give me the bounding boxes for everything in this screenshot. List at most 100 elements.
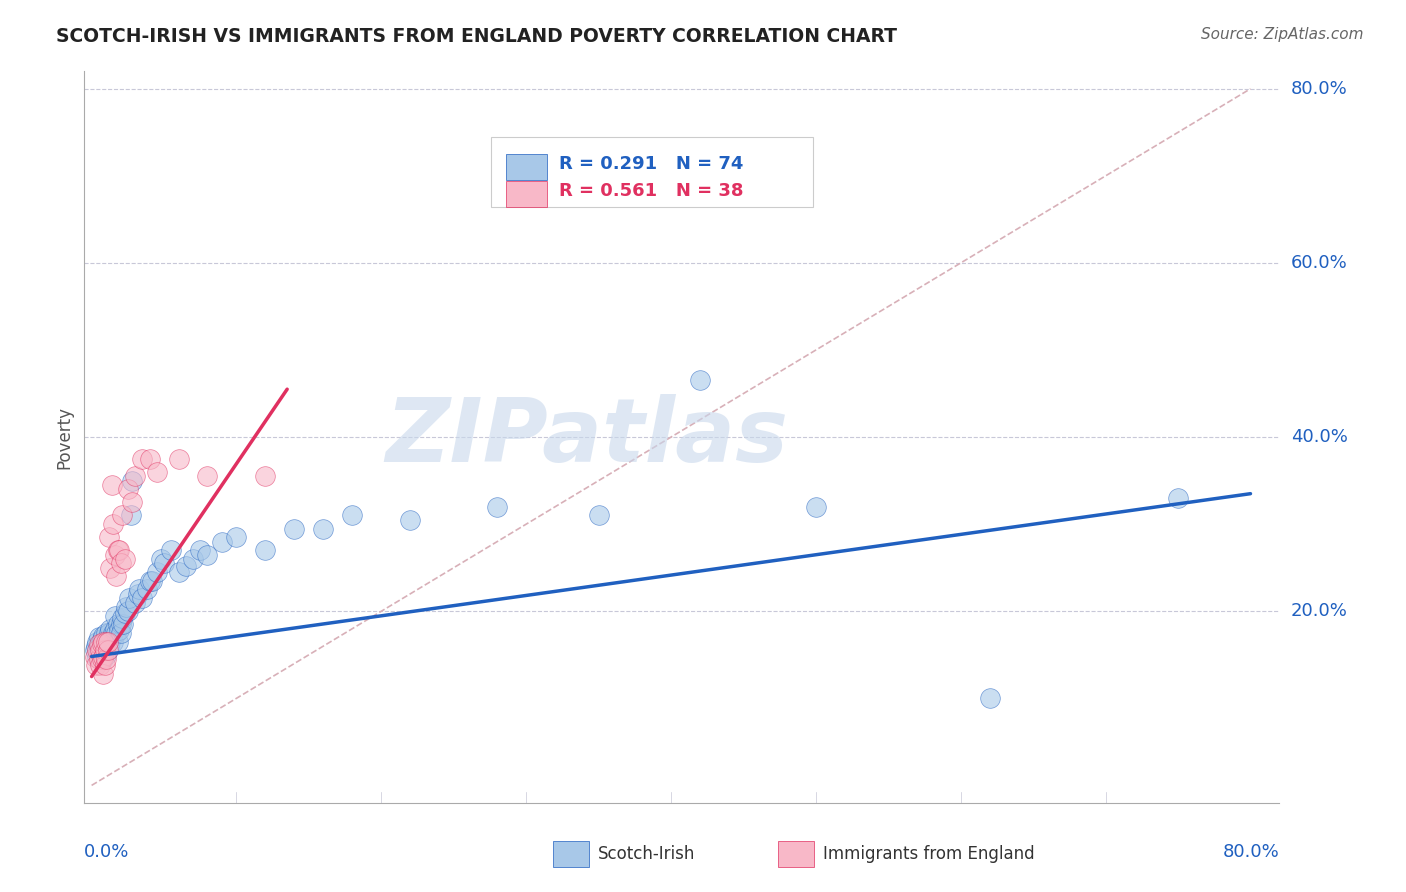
Text: Source: ZipAtlas.com: Source: ZipAtlas.com xyxy=(1201,27,1364,42)
Point xyxy=(107,617,129,632)
Point xyxy=(121,495,143,509)
Point xyxy=(342,508,364,523)
Point xyxy=(98,639,121,653)
Point xyxy=(96,634,118,648)
Point xyxy=(91,639,114,653)
Point xyxy=(111,611,134,625)
Text: R = 0.291   N = 74: R = 0.291 N = 74 xyxy=(558,155,744,173)
Point xyxy=(108,624,131,638)
Point xyxy=(96,632,118,646)
Point xyxy=(83,649,105,664)
Point xyxy=(117,604,139,618)
Point xyxy=(588,508,610,523)
Point xyxy=(150,552,173,566)
Point xyxy=(87,652,110,666)
Point xyxy=(118,591,141,606)
Point xyxy=(96,643,118,657)
Point xyxy=(120,508,142,523)
Point xyxy=(131,591,153,606)
Point xyxy=(254,543,277,558)
Point xyxy=(89,643,111,657)
Text: Scotch-Irish: Scotch-Irish xyxy=(598,845,695,863)
FancyBboxPatch shape xyxy=(506,153,547,180)
Point xyxy=(110,617,132,632)
Point xyxy=(98,530,121,544)
Point xyxy=(93,643,115,657)
Text: Immigrants from England: Immigrants from England xyxy=(823,845,1035,863)
Point xyxy=(90,632,112,646)
Point xyxy=(86,634,108,648)
Point xyxy=(312,521,335,535)
Point xyxy=(90,649,112,664)
Point xyxy=(225,530,247,544)
Point xyxy=(98,626,121,640)
Y-axis label: Poverty: Poverty xyxy=(55,406,73,468)
Point xyxy=(131,451,153,466)
Point xyxy=(84,639,107,653)
Point xyxy=(83,643,105,657)
FancyBboxPatch shape xyxy=(506,180,547,207)
Point xyxy=(114,552,136,566)
Point xyxy=(110,557,132,571)
Point xyxy=(112,617,135,632)
Point xyxy=(93,658,115,673)
Point xyxy=(86,643,108,657)
Point xyxy=(101,631,124,645)
Point xyxy=(89,637,111,651)
Point xyxy=(146,565,169,579)
Point xyxy=(103,626,125,640)
Point xyxy=(89,652,111,666)
Point xyxy=(188,543,211,558)
Point xyxy=(100,634,122,648)
Point xyxy=(138,451,160,466)
Point xyxy=(94,648,117,662)
Point xyxy=(141,574,163,588)
Text: 80.0%: 80.0% xyxy=(1291,79,1347,98)
Point xyxy=(127,587,149,601)
Point xyxy=(105,569,128,583)
Point xyxy=(94,652,117,666)
Point xyxy=(91,652,114,666)
Point xyxy=(107,634,129,648)
Text: 80.0%: 80.0% xyxy=(1223,843,1279,861)
Point xyxy=(197,548,219,562)
Point xyxy=(84,658,107,673)
Point xyxy=(100,560,122,574)
Point xyxy=(94,626,117,640)
Point xyxy=(87,640,110,655)
Text: 0.0%: 0.0% xyxy=(84,843,129,861)
Point xyxy=(100,622,122,636)
Point xyxy=(211,534,233,549)
Point xyxy=(107,543,129,558)
Point xyxy=(96,643,118,657)
Point xyxy=(399,513,422,527)
Point xyxy=(254,469,277,483)
Text: 60.0%: 60.0% xyxy=(1291,254,1347,272)
Point xyxy=(104,548,127,562)
Point xyxy=(121,474,143,488)
Point xyxy=(111,508,134,523)
Point xyxy=(87,637,110,651)
Point xyxy=(138,574,160,588)
Point xyxy=(90,637,112,651)
Point xyxy=(91,634,114,648)
Point xyxy=(91,667,114,681)
Point xyxy=(979,691,1001,706)
Point xyxy=(89,658,111,673)
Point xyxy=(93,634,115,648)
Point xyxy=(124,469,146,483)
Point xyxy=(101,478,124,492)
Point xyxy=(103,517,125,532)
Point xyxy=(104,622,127,636)
Point xyxy=(105,626,128,640)
Point xyxy=(167,451,190,466)
Point xyxy=(153,557,176,571)
Text: 20.0%: 20.0% xyxy=(1291,602,1347,620)
Point xyxy=(804,500,827,514)
Point xyxy=(90,643,112,657)
Point xyxy=(93,640,115,655)
Text: 40.0%: 40.0% xyxy=(1291,428,1347,446)
Point xyxy=(160,543,183,558)
Point xyxy=(94,637,117,651)
Point xyxy=(283,521,305,535)
